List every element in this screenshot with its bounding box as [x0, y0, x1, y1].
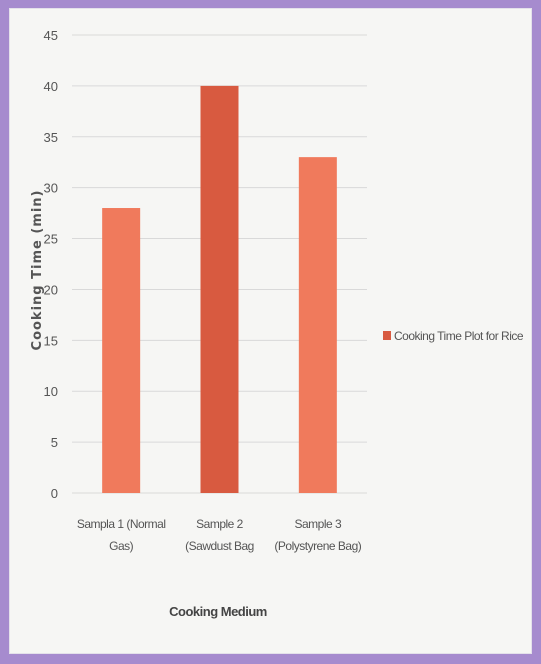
y-tick-label: 40: [44, 79, 58, 94]
legend-swatch: [383, 331, 391, 340]
legend: Cooking Time Plot for Rice: [383, 329, 524, 343]
y-tick-label: 25: [44, 232, 58, 247]
y-tick-label: 35: [44, 130, 58, 145]
y-tick-label: 30: [44, 181, 58, 196]
chart-panel: 0 5 10 15 20 25 30 35 40 45 Sampla 1 (Normal Gas) S…: [9, 8, 532, 654]
x-tick-label: (Sawdust Bag: [185, 539, 254, 553]
x-tick-label: Gas): [109, 539, 134, 553]
x-tick-label: Sampla 1 (Normal: [77, 517, 166, 531]
bar: [299, 157, 337, 493]
bar-chart: 0 5 10 15 20 25 30 35 40 45 Sampla 1 (Normal Gas) S…: [9, 8, 532, 654]
y-axis-label: Cooking Time (min): [30, 190, 45, 351]
x-tick-label: Sample 3: [294, 517, 342, 531]
y-tick-label: 0: [51, 486, 58, 501]
y-tick-label: 10: [44, 384, 58, 399]
legend-label: Cooking Time Plot for Rice: [394, 329, 524, 343]
y-tick-label: 15: [44, 333, 58, 348]
y-tick-label: 45: [44, 28, 58, 43]
y-tick-label: 5: [51, 435, 58, 450]
y-tick-label: 20: [44, 282, 58, 297]
bar: [102, 208, 140, 493]
x-tick-label: Sample 2: [196, 517, 244, 531]
x-tick-label: (Polystyrene Bag): [274, 539, 361, 553]
bar: [201, 86, 239, 493]
x-axis-label: Cooking Medium: [169, 604, 267, 619]
